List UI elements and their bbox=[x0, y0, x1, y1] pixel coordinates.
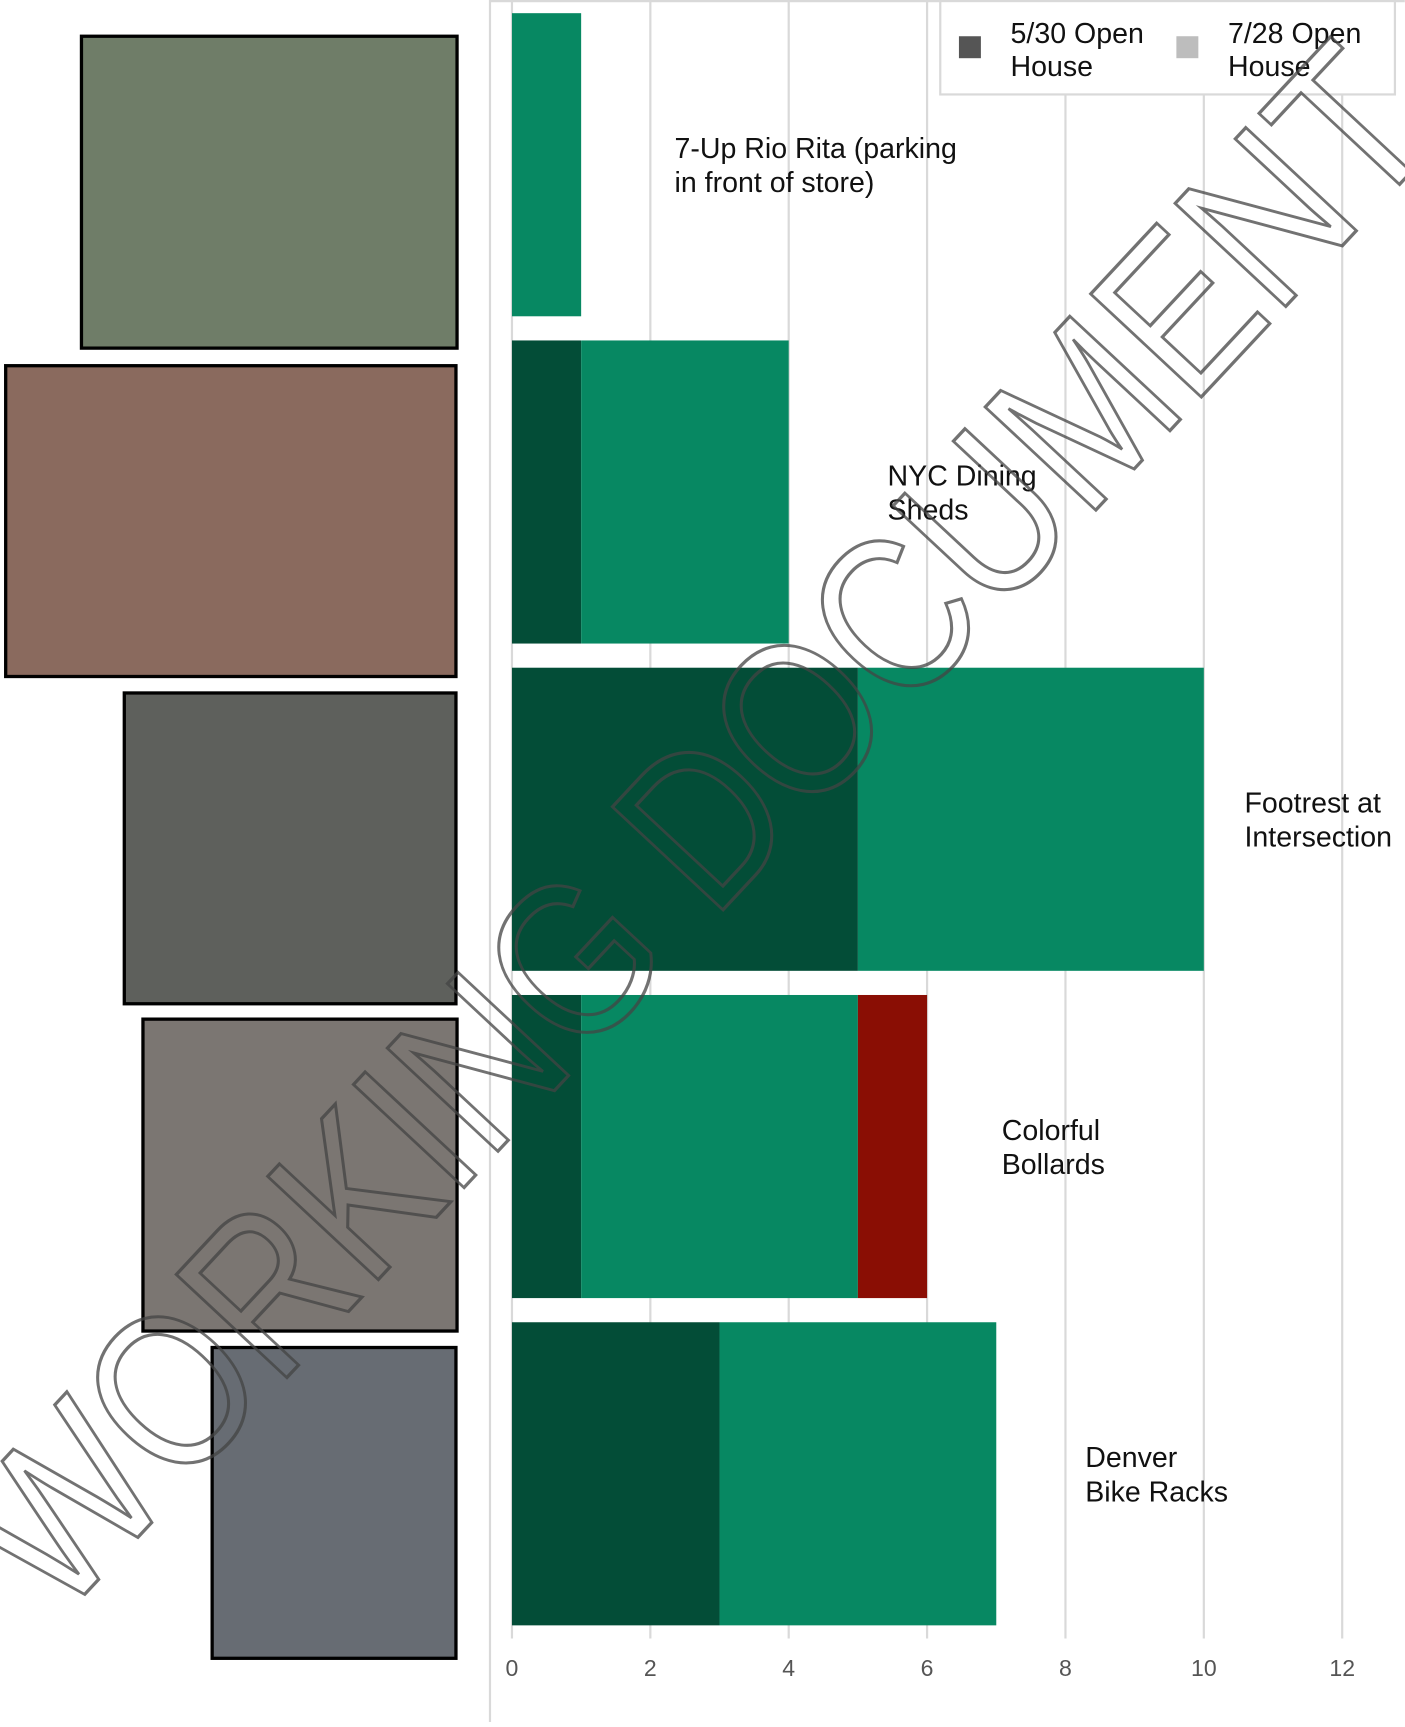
bar-segment bbox=[857, 667, 1204, 971]
x-tick-label: 8 bbox=[1059, 1655, 1072, 1681]
bar-segment bbox=[719, 1322, 997, 1626]
category-label: Footrest at Intersection bbox=[1244, 788, 1392, 854]
legend-label-line: House bbox=[1011, 51, 1094, 83]
legend-label: 7/28 Open House bbox=[1228, 18, 1361, 83]
x-tick-label: 4 bbox=[782, 1655, 795, 1681]
photos bbox=[4, 34, 459, 1660]
x-tick-label: 12 bbox=[1329, 1655, 1355, 1681]
category-label-line: NYC Dining bbox=[888, 460, 1037, 492]
bar-segment bbox=[581, 994, 858, 1299]
category-label: Colorful Bollards bbox=[1002, 1115, 1105, 1181]
legend-label-line: 5/30 Open bbox=[1011, 18, 1144, 50]
photo bbox=[79, 34, 459, 350]
bar-segment bbox=[857, 994, 928, 1299]
x-tick-label: 10 bbox=[1191, 1655, 1217, 1681]
category-label-line: Footrest at bbox=[1244, 788, 1381, 820]
category-label: NYC Dining Sheds bbox=[888, 460, 1037, 526]
legend-label-line: 7/28 Open bbox=[1228, 18, 1361, 50]
bar-segment bbox=[511, 13, 582, 317]
category-label-line: 7-Up Rio Rita (parking bbox=[674, 133, 956, 165]
photo bbox=[4, 364, 458, 679]
category-label-line: Sheds bbox=[888, 494, 969, 526]
x-tick-label: 6 bbox=[921, 1655, 934, 1681]
legend-box bbox=[939, 0, 1397, 96]
bar-segment bbox=[511, 667, 858, 971]
category-label-line: Intersection bbox=[1244, 822, 1392, 854]
legend-label: 5/30 Open House bbox=[1011, 18, 1144, 83]
category-label: Denver Bike Racks bbox=[1085, 1442, 1228, 1508]
bar-segment bbox=[511, 1322, 720, 1626]
bar-segment bbox=[511, 340, 582, 644]
x-tick-label: 0 bbox=[506, 1655, 519, 1681]
category-label-line: Bike Racks bbox=[1085, 1476, 1228, 1508]
legend-swatch bbox=[1176, 36, 1199, 59]
category-label: 7-Up Rio Rita (parking in front of store) bbox=[674, 133, 956, 199]
photo bbox=[122, 691, 458, 1006]
bar-segment bbox=[581, 340, 789, 644]
category-label-line: in front of store) bbox=[674, 167, 874, 199]
photo bbox=[210, 1345, 458, 1660]
legend-label-line: House bbox=[1228, 51, 1311, 83]
photo bbox=[141, 1017, 459, 1333]
category-label-line: Colorful bbox=[1002, 1115, 1100, 1147]
category-label-line: Denver bbox=[1085, 1442, 1178, 1474]
x-tick-label: 2 bbox=[644, 1655, 657, 1681]
bar-segment bbox=[511, 994, 582, 1299]
category-label-line: Bollards bbox=[1002, 1149, 1105, 1181]
legend-swatch bbox=[958, 36, 981, 59]
